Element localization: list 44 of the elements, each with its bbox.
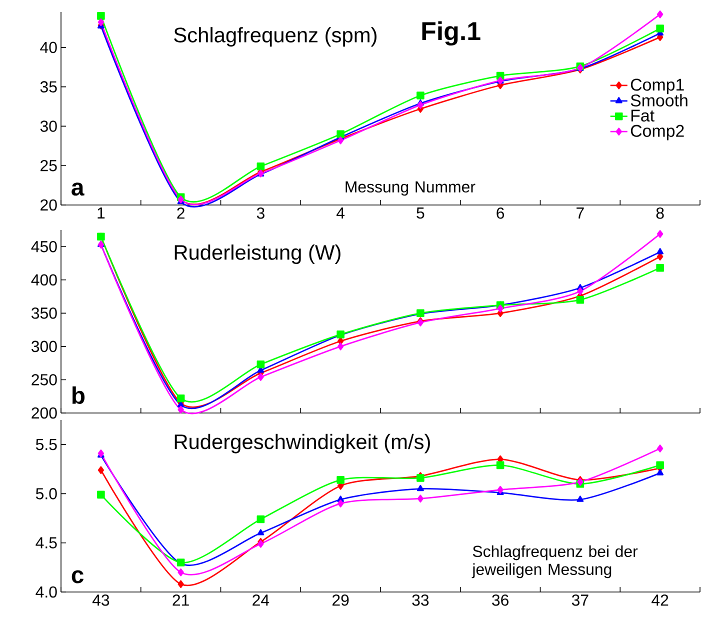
x-tick-label: 8 <box>656 208 664 219</box>
x-tick-label: 42 <box>652 594 668 606</box>
y-tick-label: 200 <box>32 407 57 419</box>
x-axis-title: Schlagfrequenz bei der jeweiligen Messung <box>472 545 638 578</box>
x-tick-label: 43 <box>92 594 110 606</box>
x-tick-label: 33 <box>412 594 429 606</box>
annotation: c <box>72 570 84 584</box>
x-tick-label: 1 <box>98 208 105 218</box>
y-tick-label: 400 <box>31 274 57 286</box>
annotation: b <box>72 386 85 404</box>
annotation: Fig.1 <box>422 21 480 46</box>
x-tick-label: 6 <box>496 208 504 219</box>
y-tick-label: 5.5 <box>36 438 57 450</box>
annotation: a <box>72 182 84 196</box>
text: Rudergeschwindigkeit (m/s) <box>174 434 430 454</box>
y-tick-label: 25 <box>40 160 57 172</box>
legend-label: Comp2 <box>630 124 684 140</box>
y-tick-label: 35 <box>40 81 57 92</box>
y-tick-label: 300 <box>32 340 57 352</box>
text: Schlagfrequenz (spm) <box>174 27 376 47</box>
x-tick-label: 2 <box>177 208 184 219</box>
x-tick-label: 7 <box>576 208 584 218</box>
legend-label: Smooth <box>630 94 688 106</box>
y-tick-label: 450 <box>31 240 57 252</box>
y-tick-label: 40 <box>40 42 57 54</box>
y-tick-label: 350 <box>32 308 57 319</box>
x-tick-label: 21 <box>172 594 189 606</box>
y-tick-label: 250 <box>32 374 57 386</box>
legend-label: Fat <box>631 110 654 122</box>
x-tick-label: 5 <box>416 208 424 219</box>
legend-label: Comp1 <box>630 78 684 94</box>
x-tick-label: 37 <box>572 594 588 606</box>
x-tick-label: 3 <box>256 208 264 219</box>
text: Ruderleistung (W) <box>174 244 340 264</box>
y-tick-label: 30 <box>40 120 57 132</box>
y-tick-label: 4.0 <box>36 586 57 598</box>
y-tick-label: 20 <box>40 199 57 211</box>
y-tick-label: 4.5 <box>36 537 57 548</box>
x-tick-label: 24 <box>252 594 270 606</box>
x-tick-label: 29 <box>332 594 349 606</box>
y-tick-label: 5.0 <box>36 488 57 500</box>
x-tick-label: 4 <box>336 208 345 218</box>
x-tick-label: 36 <box>492 594 508 606</box>
x-axis-title: Messung Nummer <box>346 181 476 196</box>
